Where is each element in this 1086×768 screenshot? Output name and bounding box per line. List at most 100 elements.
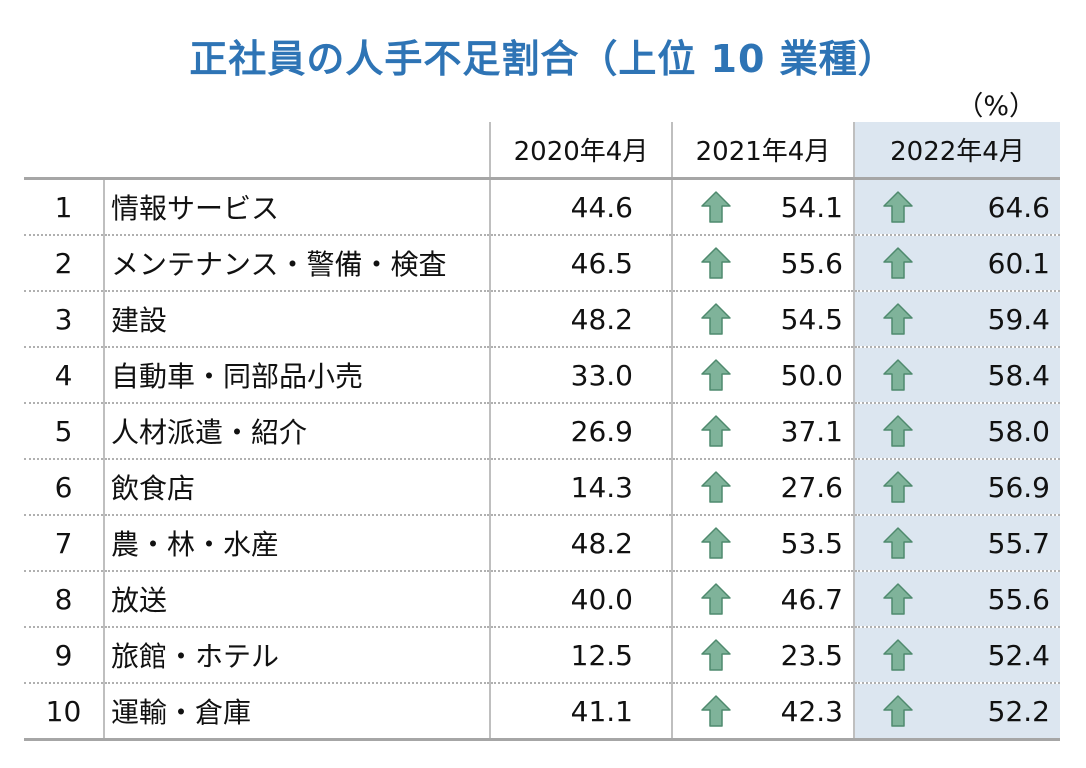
value-2022-cell: 64.6 (853, 178, 1060, 236)
value-2020-cell: 48.2 (489, 515, 672, 572)
value-2021: 50.0 (780, 358, 843, 392)
rank-cell: 5 (24, 403, 105, 460)
value-2022-cell: 55.6 (853, 571, 1060, 628)
value-2021: 55.6 (780, 246, 843, 280)
up-arrow-icon (699, 302, 733, 336)
table-row: 5 人材派遣・紹介 26.9 37.1 58.0 (24, 403, 1060, 460)
value-2021-cell: 42.3 (671, 683, 854, 741)
up-arrow-icon (699, 582, 733, 616)
value-2022: 52.4 (987, 638, 1050, 672)
header-row: 2020年4月 2021年4月 2022年4月 (24, 122, 1060, 180)
rank-cell: 9 (24, 627, 105, 684)
value-2022-cell: 52.2 (853, 683, 1060, 741)
table-row: 2 メンテナンス・警備・検査 46.5 55.6 60.1 (24, 235, 1060, 292)
rank-cell: 7 (24, 515, 105, 572)
unit-label: （%） (956, 91, 1036, 122)
value-2021: 23.5 (780, 638, 843, 672)
value-2022-cell: 60.1 (853, 235, 1060, 292)
value-2021-cell: 27.6 (671, 459, 854, 516)
up-arrow-icon (881, 526, 915, 560)
industry-cell: 農・林・水産 (104, 515, 490, 572)
value-2020-cell: 12.5 (489, 627, 672, 684)
industry-cell: 情報サービス (104, 178, 490, 236)
up-arrow-icon (881, 470, 915, 504)
industry-cell: 建設 (104, 291, 490, 348)
table-row: 1 情報サービス 44.6 54.1 64.6 (24, 178, 1060, 236)
value-2022-cell: 59.4 (853, 291, 1060, 348)
industry-cell: 飲食店 (104, 459, 490, 516)
value-2020-cell: 40.0 (489, 571, 672, 628)
value-2021: 54.1 (780, 190, 843, 224)
table-row: 8 放送 40.0 46.7 55.6 (24, 571, 1060, 628)
industry-cell: メンテナンス・警備・検査 (104, 235, 490, 292)
ranking-table: 2020年4月 2021年4月 2022年4月 1 情報サービス 44.6 54.1 6… (24, 122, 1060, 741)
rank-cell: 1 (24, 178, 105, 236)
value-2021-cell: 23.5 (671, 627, 854, 684)
value-2020-cell: 26.9 (489, 403, 672, 460)
value-2020-cell: 48.2 (489, 291, 672, 348)
value-2021-cell: 50.0 (671, 347, 854, 404)
rank-cell: 4 (24, 347, 105, 404)
up-arrow-icon (699, 190, 733, 224)
value-2021: 53.5 (780, 526, 843, 560)
value-2021-cell: 54.5 (671, 291, 854, 348)
rank-cell: 6 (24, 459, 105, 516)
value-2021-cell: 46.7 (671, 571, 854, 628)
industry-cell: 人材派遣・紹介 (104, 403, 490, 460)
value-2020-cell: 41.1 (489, 683, 672, 741)
up-arrow-icon (881, 302, 915, 336)
table-row: 6 飲食店 14.3 27.6 56.9 (24, 459, 1060, 516)
value-2022: 58.0 (987, 414, 1050, 448)
up-arrow-icon (699, 470, 733, 504)
value-2020-cell: 14.3 (489, 459, 672, 516)
up-arrow-icon (699, 358, 733, 392)
table-body: 1 情報サービス 44.6 54.1 64.6 2 メンテナンス・警備・検査 46.5 55.6… (24, 178, 1060, 741)
value-2022: 64.6 (987, 190, 1050, 224)
up-arrow-icon (699, 638, 733, 672)
up-arrow-icon (881, 358, 915, 392)
value-2021-cell: 55.6 (671, 235, 854, 292)
table-row: 3 建設 48.2 54.5 59.4 (24, 291, 1060, 348)
value-2021-cell: 54.1 (671, 178, 854, 236)
up-arrow-icon (881, 582, 915, 616)
value-2020-cell: 46.5 (489, 235, 672, 292)
value-2022-cell: 58.4 (853, 347, 1060, 404)
value-2022: 55.6 (987, 582, 1050, 616)
column-header-2021: 2021年4月 (671, 122, 854, 180)
industry-cell: 運輸・倉庫 (104, 683, 490, 741)
value-2021: 37.1 (780, 414, 843, 448)
value-2022: 58.4 (987, 358, 1050, 392)
value-2021: 46.7 (780, 582, 843, 616)
value-2021-cell: 37.1 (671, 403, 854, 460)
up-arrow-icon (881, 190, 915, 224)
rank-cell: 3 (24, 291, 105, 348)
industry-cell: 自動車・同部品小売 (104, 347, 490, 404)
value-2022: 59.4 (987, 302, 1050, 336)
up-arrow-icon (699, 414, 733, 448)
value-2022: 60.1 (987, 246, 1050, 280)
table-row: 10 運輸・倉庫 41.1 42.3 52.2 (24, 683, 1060, 741)
up-arrow-icon (881, 246, 915, 280)
value-2022-cell: 52.4 (853, 627, 1060, 684)
industry-cell: 放送 (104, 571, 490, 628)
chart-title: 正社員の人手不足割合（上位 10 業種） (189, 37, 897, 81)
value-2020-cell: 33.0 (489, 347, 672, 404)
rank-cell: 2 (24, 235, 105, 292)
value-2021: 54.5 (780, 302, 843, 336)
table-row: 7 農・林・水産 48.2 53.5 55.7 (24, 515, 1060, 572)
value-2022-cell: 58.0 (853, 403, 1060, 460)
up-arrow-icon (699, 694, 733, 728)
table-row: 4 自動車・同部品小売 33.0 50.0 58.4 (24, 347, 1060, 404)
value-2021: 42.3 (780, 694, 843, 728)
up-arrow-icon (881, 414, 915, 448)
industry-cell: 旅館・ホテル (104, 627, 490, 684)
value-2020-cell: 44.6 (489, 178, 672, 236)
value-2022: 56.9 (987, 470, 1050, 504)
rank-cell: 10 (24, 683, 105, 741)
value-2021: 27.6 (780, 470, 843, 504)
header-blank (24, 122, 490, 180)
table-row: 9 旅館・ホテル 12.5 23.5 52.4 (24, 627, 1060, 684)
up-arrow-icon (699, 526, 733, 560)
value-2022: 52.2 (987, 694, 1050, 728)
column-header-2020: 2020年4月 (489, 122, 672, 180)
